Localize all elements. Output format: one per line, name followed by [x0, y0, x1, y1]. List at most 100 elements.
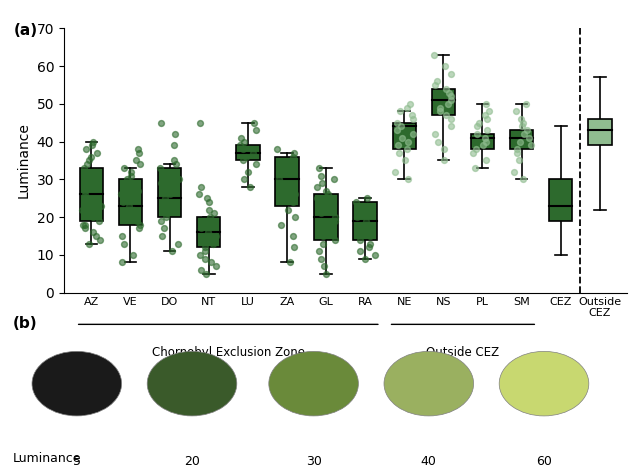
Text: 5: 5	[73, 455, 81, 468]
Point	[129, 179, 139, 187]
Point	[314, 164, 324, 172]
Point	[362, 194, 372, 202]
Point	[122, 176, 132, 183]
Point	[206, 259, 216, 266]
Point	[171, 160, 181, 168]
Point	[330, 213, 340, 221]
Point	[514, 157, 524, 164]
Point	[280, 160, 291, 168]
Point	[208, 240, 218, 247]
Point	[317, 240, 328, 247]
Point	[134, 225, 145, 232]
Y-axis label: Luminance: Luminance	[17, 123, 31, 198]
Text: (b): (b)	[13, 316, 37, 331]
Point	[208, 221, 218, 228]
Point	[159, 225, 169, 232]
Point	[243, 168, 253, 176]
Point	[79, 164, 90, 172]
Point	[170, 130, 180, 138]
Point	[289, 244, 300, 251]
FancyBboxPatch shape	[275, 157, 299, 206]
Point	[325, 225, 335, 232]
Point	[133, 187, 143, 194]
Point	[365, 232, 375, 240]
Point	[131, 217, 141, 225]
Point	[394, 108, 404, 115]
Point	[126, 172, 136, 179]
Text: 30: 30	[306, 455, 321, 468]
Point	[369, 251, 380, 259]
Point	[237, 145, 248, 153]
Point	[195, 119, 205, 126]
Point	[316, 255, 326, 262]
Point	[170, 183, 180, 191]
FancyBboxPatch shape	[79, 168, 103, 221]
Point	[317, 202, 327, 210]
Point	[472, 123, 483, 130]
Point	[127, 251, 138, 259]
Point	[118, 198, 128, 206]
Point	[481, 157, 491, 164]
Point	[363, 221, 373, 228]
Text: Chornobyl Exclusion Zone: Chornobyl Exclusion Zone	[152, 346, 305, 359]
Point	[79, 221, 90, 228]
Point	[84, 240, 94, 247]
Point	[443, 100, 453, 108]
Point	[196, 183, 206, 191]
Point	[330, 236, 340, 244]
Point	[93, 198, 103, 206]
Point	[440, 62, 451, 70]
Text: 60: 60	[536, 455, 552, 468]
Point	[160, 206, 170, 213]
Point	[289, 213, 300, 221]
Point	[204, 206, 214, 213]
Ellipse shape	[147, 351, 237, 416]
Point	[519, 130, 529, 138]
Point	[83, 183, 93, 191]
Point	[169, 142, 179, 149]
Ellipse shape	[384, 351, 474, 416]
Point	[245, 183, 255, 191]
Text: Luminance: Luminance	[13, 452, 81, 465]
Text: (a): (a)	[13, 23, 37, 38]
FancyBboxPatch shape	[392, 123, 416, 149]
Point	[117, 232, 127, 240]
Point	[170, 172, 180, 179]
FancyBboxPatch shape	[314, 194, 338, 240]
Point	[283, 206, 293, 213]
Point	[125, 194, 136, 202]
Point	[431, 77, 442, 85]
Point	[200, 255, 211, 262]
Point	[241, 153, 251, 160]
Point	[321, 206, 331, 213]
Point	[276, 168, 287, 176]
Point	[276, 221, 286, 228]
Point	[312, 183, 323, 191]
Point	[358, 228, 368, 236]
Point	[481, 138, 492, 145]
Point	[481, 126, 492, 134]
Point	[88, 168, 99, 176]
Point	[394, 149, 404, 157]
Point	[206, 236, 216, 244]
Point	[435, 108, 445, 115]
Point	[234, 142, 244, 149]
Point	[118, 210, 128, 217]
Point	[435, 104, 445, 111]
Ellipse shape	[499, 351, 589, 416]
Point	[446, 115, 456, 123]
Point	[433, 138, 444, 145]
Point	[166, 247, 177, 255]
Point	[165, 191, 175, 198]
Point	[239, 138, 249, 145]
Point	[81, 145, 91, 153]
Point	[481, 134, 491, 142]
Point	[509, 168, 519, 176]
FancyBboxPatch shape	[119, 179, 142, 225]
Point	[156, 119, 166, 126]
FancyBboxPatch shape	[158, 168, 181, 217]
Point	[288, 232, 298, 240]
Point	[316, 172, 326, 179]
Point	[168, 157, 179, 164]
Point	[288, 198, 298, 206]
